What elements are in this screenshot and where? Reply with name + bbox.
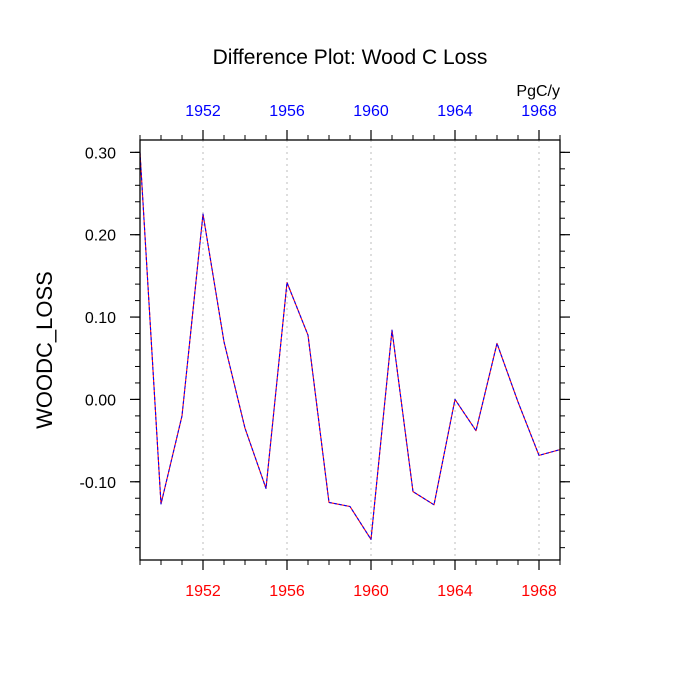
grid-layer bbox=[202, 140, 540, 560]
x-tick-label-bottom: 1968 bbox=[521, 583, 557, 600]
x-tick-label-top: 1960 bbox=[353, 103, 389, 120]
x-tick-label-bottom: 1956 bbox=[269, 583, 305, 600]
y-tick-label: 0.10 bbox=[85, 310, 116, 327]
y-tick-label: 0.20 bbox=[85, 228, 116, 245]
y-axis-label: WOODC_LOSS bbox=[32, 271, 57, 429]
x-tick-label-top: 1952 bbox=[185, 103, 221, 120]
label-layer: 1952 1952 1956 1956 1960 1960 1964 1964 1968 1968… bbox=[80, 103, 557, 600]
x-tick-label-top: 1956 bbox=[269, 103, 305, 120]
series-layer bbox=[139, 152, 561, 540]
y-tick-label: 0.00 bbox=[85, 392, 116, 409]
chart-title: Difference Plot: Wood C Loss bbox=[213, 46, 488, 69]
x-tick-label-top: 1964 bbox=[437, 103, 473, 120]
tick-layer bbox=[130, 130, 570, 570]
x-tick-label-bottom: 1964 bbox=[437, 583, 473, 600]
units-label: PgC/y bbox=[516, 83, 560, 100]
y-tick-label: 0.30 bbox=[85, 145, 116, 162]
series-line-2 bbox=[139, 152, 561, 540]
x-tick-label-top: 1968 bbox=[521, 103, 557, 120]
x-tick-label-bottom: 1960 bbox=[353, 583, 389, 600]
x-tick-label-bottom: 1952 bbox=[185, 583, 221, 600]
y-tick-label: -0.10 bbox=[80, 475, 117, 492]
